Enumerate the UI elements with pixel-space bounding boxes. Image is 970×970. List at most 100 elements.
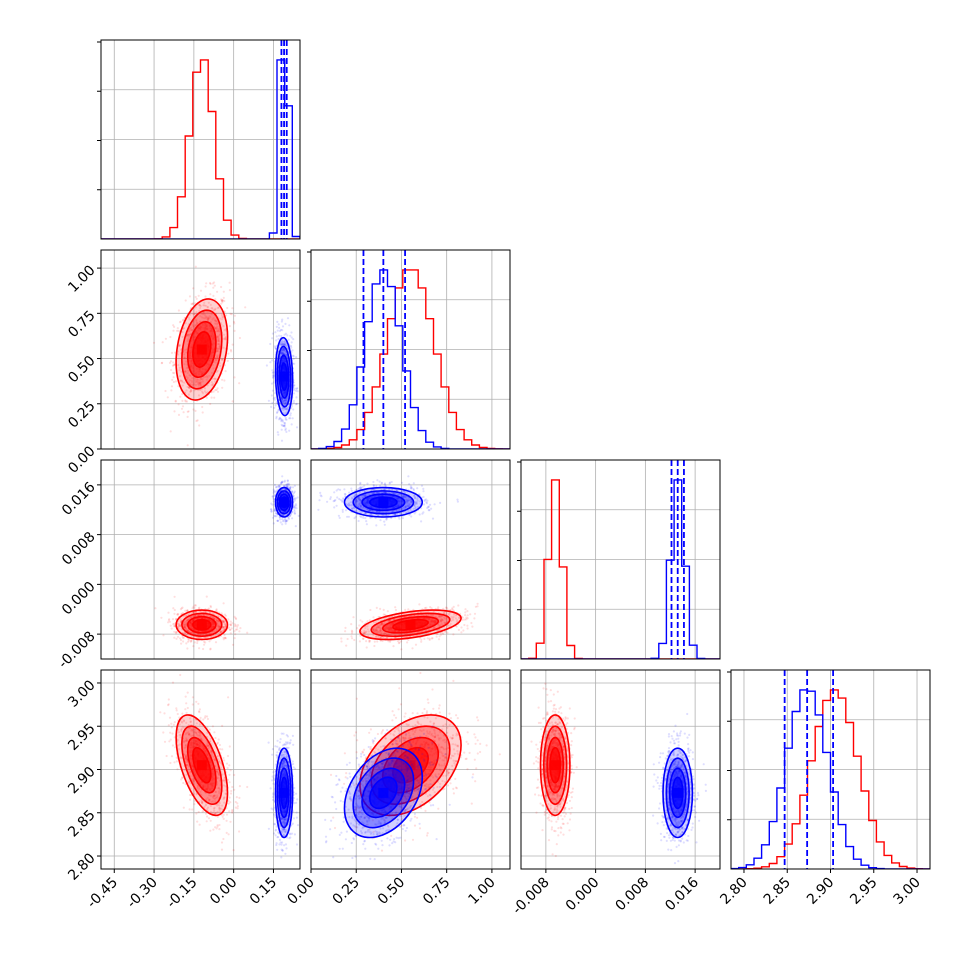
scatter-point bbox=[469, 613, 472, 616]
scatter-point bbox=[187, 316, 190, 319]
scatter-point bbox=[269, 361, 272, 364]
scatter-point bbox=[220, 631, 223, 634]
scatter-point bbox=[283, 423, 286, 427]
scatter-point bbox=[173, 595, 176, 598]
scatter-point bbox=[284, 332, 288, 335]
scatter-point bbox=[282, 519, 285, 522]
scatter-point bbox=[178, 623, 181, 626]
scatter-point bbox=[233, 329, 236, 332]
scatter-point bbox=[206, 376, 209, 379]
scatter-point bbox=[215, 370, 218, 373]
density-core-series-0 bbox=[196, 344, 207, 355]
scatter-point bbox=[218, 631, 221, 634]
scatter-point bbox=[195, 311, 198, 314]
scatter-point bbox=[185, 619, 189, 622]
scatter-point bbox=[439, 633, 443, 636]
scatter-point bbox=[234, 616, 237, 620]
scatter-point bbox=[420, 520, 423, 523]
scatter-point bbox=[222, 296, 225, 299]
scatter-point bbox=[204, 285, 207, 288]
scatter-point bbox=[473, 617, 476, 620]
scatter-point bbox=[186, 444, 189, 447]
scatter-point bbox=[336, 496, 339, 499]
scatter-point bbox=[189, 615, 192, 619]
scatter-point bbox=[222, 325, 225, 328]
scatter-point bbox=[476, 605, 479, 608]
scatter-point bbox=[398, 517, 401, 520]
scatter-point bbox=[283, 340, 286, 343]
scatter-point bbox=[209, 303, 212, 306]
scatter-point bbox=[224, 614, 227, 617]
scatter-point bbox=[234, 633, 237, 636]
scatter-point bbox=[212, 390, 215, 393]
scatter-point bbox=[238, 336, 241, 340]
scatter-point bbox=[178, 624, 181, 627]
scatter-point bbox=[290, 405, 293, 408]
scatter-point bbox=[239, 627, 242, 630]
scatter-point bbox=[289, 417, 292, 420]
scatter-point bbox=[276, 320, 279, 323]
scatter-point bbox=[173, 325, 176, 328]
scatter-point bbox=[418, 603, 421, 606]
scatter-point bbox=[223, 622, 226, 626]
scatter-point bbox=[186, 339, 189, 343]
scatter-point bbox=[293, 508, 296, 511]
scatter-point bbox=[211, 382, 214, 386]
scatter-point bbox=[442, 612, 445, 615]
scatter-point bbox=[210, 635, 213, 638]
scatter-point bbox=[209, 615, 212, 618]
scatter-point bbox=[175, 631, 178, 634]
scatter-point bbox=[273, 509, 276, 512]
scatter-point bbox=[186, 410, 189, 413]
scatter-point bbox=[176, 353, 180, 356]
scatter-point bbox=[217, 347, 221, 350]
scatter-point bbox=[285, 483, 288, 486]
scatter-point bbox=[377, 624, 380, 627]
scatter-point bbox=[178, 624, 181, 627]
scatter-point bbox=[186, 629, 189, 632]
scatter-point bbox=[199, 610, 202, 613]
contour-series-0 bbox=[175, 298, 229, 401]
scatter-point bbox=[470, 621, 473, 625]
scatter-point bbox=[416, 487, 419, 490]
scatter-point bbox=[364, 627, 367, 630]
scatter-point bbox=[435, 635, 438, 638]
scatter-point bbox=[414, 643, 418, 646]
scatter-point bbox=[173, 636, 176, 639]
scatter-point bbox=[293, 389, 296, 392]
scatter-point bbox=[439, 620, 442, 623]
panel-content bbox=[101, 40, 300, 239]
scatter-point bbox=[443, 630, 447, 633]
scatter-point bbox=[200, 381, 203, 384]
scatter-point bbox=[430, 637, 433, 640]
scatter-point bbox=[278, 416, 281, 419]
scatter-point bbox=[280, 343, 283, 346]
scatter-point bbox=[282, 510, 285, 513]
scatter-point bbox=[199, 289, 203, 292]
scatter-point bbox=[362, 637, 365, 641]
scatter-point bbox=[303, 508, 305, 510]
scatter-point bbox=[284, 343, 287, 346]
scatter-point bbox=[184, 614, 187, 617]
scatter-point bbox=[229, 632, 232, 635]
scatter-point bbox=[198, 424, 201, 427]
scatter-point bbox=[373, 644, 376, 648]
scatter-point bbox=[282, 347, 285, 350]
scatter-point bbox=[274, 493, 277, 496]
scatter-point bbox=[366, 625, 369, 628]
scatter-point bbox=[191, 384, 194, 387]
scatter-point bbox=[216, 348, 219, 351]
scatter-point bbox=[179, 639, 183, 642]
scatter-point bbox=[185, 614, 188, 617]
scatter-point bbox=[274, 392, 277, 395]
scatter-point bbox=[438, 635, 441, 638]
scatter-point bbox=[280, 398, 283, 401]
scatter-point bbox=[225, 314, 228, 317]
scatter-point bbox=[280, 423, 283, 426]
scatter-point bbox=[388, 616, 391, 619]
scatter-point bbox=[285, 344, 288, 347]
scatter-point bbox=[426, 637, 429, 640]
scatter-point bbox=[204, 295, 207, 298]
scatter-point bbox=[183, 626, 186, 629]
